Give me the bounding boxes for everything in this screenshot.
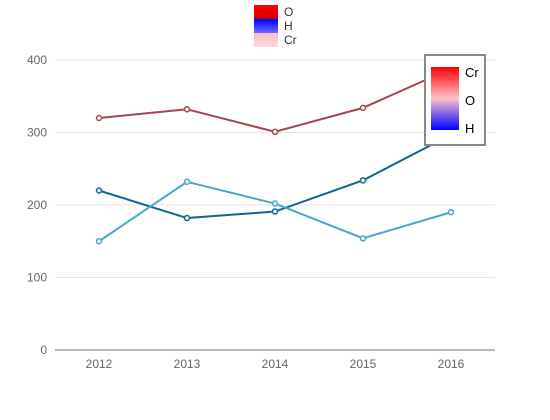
x-tick-label: 2016	[438, 357, 465, 371]
y-tick-label: 300	[27, 126, 47, 140]
y-tick-label: 400	[27, 53, 47, 67]
visual-map[interactable]: Cr O H	[424, 54, 486, 146]
series-2	[95, 178, 455, 245]
legend-label[interactable]: O	[284, 5, 293, 19]
visual-map-gradient-bar[interactable]	[431, 67, 459, 130]
y-tick-label: 100	[27, 271, 47, 285]
x-tick-label: 2014	[262, 357, 289, 371]
data-point[interactable]	[95, 238, 103, 245]
data-point[interactable]	[359, 104, 367, 112]
data-point[interactable]	[271, 208, 279, 215]
y-axis-ticks: 0 100 200 300 400	[27, 53, 47, 357]
series-line	[98, 67, 452, 133]
data-point[interactable]	[95, 114, 103, 122]
legend-swatch[interactable]	[254, 33, 278, 47]
data-point[interactable]	[183, 178, 191, 186]
data-point[interactable]	[447, 209, 455, 216]
legend-swatch[interactable]	[254, 5, 278, 19]
x-axis-ticks: 2012 2013 2014 2015 2016	[86, 357, 465, 371]
x-tick-label: 2013	[174, 357, 201, 371]
series-0	[95, 65, 455, 136]
legend-label[interactable]: H	[284, 19, 293, 33]
data-point[interactable]	[359, 177, 367, 184]
x-tick-label: 2012	[86, 357, 113, 371]
series-group	[95, 65, 455, 245]
data-point[interactable]	[271, 128, 279, 136]
visual-map-label-top: Cr	[465, 65, 479, 80]
data-point[interactable]	[359, 235, 367, 242]
data-point[interactable]	[271, 200, 279, 207]
visual-map-label-middle: O	[465, 93, 475, 108]
y-tick-label: 0	[40, 343, 47, 357]
legend-label[interactable]: Cr	[284, 33, 297, 47]
y-tick-label: 200	[27, 198, 47, 212]
data-point[interactable]	[183, 106, 191, 113]
data-point[interactable]	[183, 214, 191, 222]
data-point[interactable]	[95, 187, 103, 194]
visual-map-label-bottom: H	[465, 121, 474, 136]
legend-swatch[interactable]	[254, 19, 278, 33]
x-tick-label: 2015	[350, 357, 377, 371]
